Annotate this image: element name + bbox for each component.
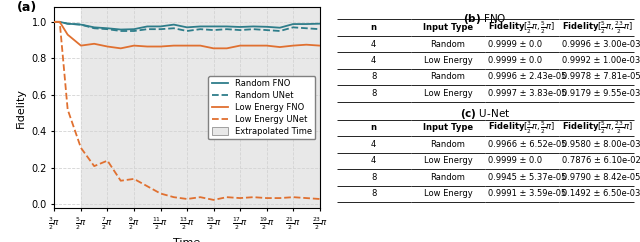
Text: $\mathbf{(c)}$ U-Net: $\mathbf{(c)}$ U-Net bbox=[460, 107, 510, 121]
Text: $\mathbf{(b)}$ FNO: $\mathbf{(b)}$ FNO bbox=[463, 12, 507, 26]
Y-axis label: Fidelity: Fidelity bbox=[16, 88, 26, 128]
Text: (a): (a) bbox=[17, 1, 38, 14]
X-axis label: Time: Time bbox=[173, 238, 201, 242]
Legend: Random FNO, Random UNet, Low Energy FNO, Low Energy UNet, Extrapolated Time: Random FNO, Random UNet, Low Energy FNO,… bbox=[209, 76, 316, 139]
